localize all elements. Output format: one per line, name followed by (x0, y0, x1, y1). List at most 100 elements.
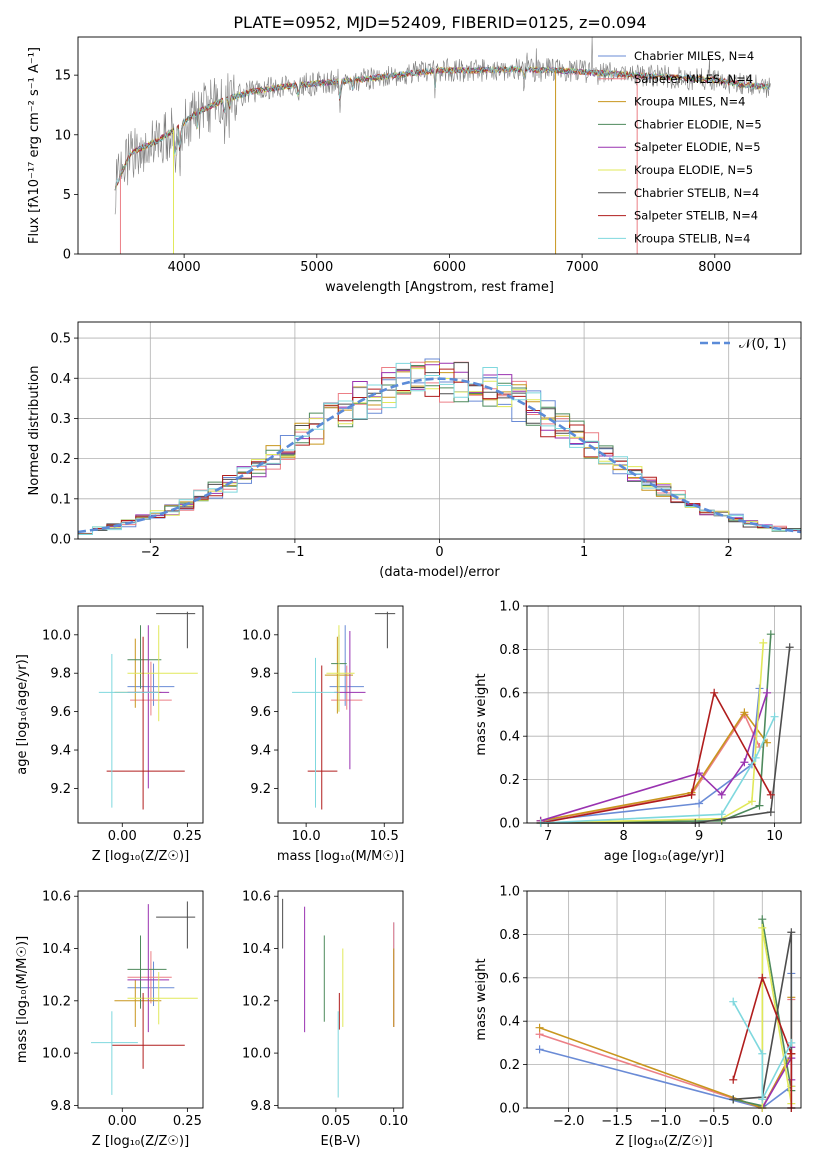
spectrum-ytick-label: 10 (54, 128, 71, 143)
residuals-ytick-label: 0.5 (50, 332, 71, 347)
age-vs-mass-xtick-label: 10.5 (370, 829, 399, 844)
age-vs-mass-ytick-label: 10.0 (242, 628, 271, 643)
weight-vs-Z-axes-frame (526, 890, 802, 1109)
mass-vs-Z-xtick-label: 0.25 (173, 1114, 202, 1129)
mass-vs-ebv-xtick-label: 0.10 (379, 1114, 408, 1129)
mass-vs-Z-axes-frame (77, 890, 204, 1109)
legend-entry-2: Kroupa MILES, N=4 (634, 95, 746, 109)
spectrum-title: PLATE=0952, MJD=52409, FIBERID=0125, z=0… (233, 13, 646, 32)
age-vs-Z-y-axis-label: age [log₁₀(age/yr)] (15, 654, 30, 775)
residuals-legend-label: 𝒩(0, 1) (739, 337, 786, 352)
spectrum-ytick-label: 15 (54, 69, 71, 84)
spectrum-xtick-label: 4000 (168, 260, 201, 275)
residuals-x-axis-label: (data-model)/error (379, 565, 500, 580)
legend-entry-4: Salpeter ELODIE, N=5 (634, 140, 761, 154)
legend-entry-5: Kroupa ELODIE, N=5 (634, 163, 753, 177)
residuals-ytick-label: 0.1 (50, 492, 71, 507)
legend-entry-0: Chabrier MILES, N=4 (634, 49, 754, 63)
spectrum-xtick-label: 6000 (433, 260, 466, 275)
weight-vs-Z-ytick-label: 1.0 (499, 885, 520, 900)
spectrum-xtick-label: 5000 (300, 260, 333, 275)
weight-vs-Z-series-8 (732, 1001, 793, 1100)
weight-vs-Z-marker-3-2 (758, 915, 767, 924)
weight-vs-age-xtick-label: 8 (619, 829, 627, 844)
mass-vs-Z-ytick-label: 10.6 (42, 890, 71, 905)
residuals-ytick-label: 0.3 (50, 412, 71, 427)
weight-vs-Z-marker-7-0 (729, 1075, 738, 1084)
spectrum-ytick-label: 5 (63, 188, 71, 203)
age-vs-mass-ytick-label: 9.6 (250, 705, 271, 720)
residuals-ytick-label: 0.2 (50, 452, 71, 467)
weight-vs-age-marker-2-2 (740, 708, 749, 717)
weight-vs-Z-marker-5-1 (758, 923, 767, 932)
weight-vs-age-marker-0-1 (695, 799, 704, 808)
weight-vs-age-ytick-label: 0.8 (499, 643, 520, 658)
weight-vs-age-marker-3-3 (766, 630, 775, 639)
weight-vs-Z-xtick-label: −2.0 (553, 1114, 585, 1129)
age-vs-Z-xtick-label: 0.00 (108, 829, 137, 844)
mass-vs-Z-y-axis-label: mass [log₁₀(M/M☉)] (15, 936, 30, 1063)
weight-vs-age-marker-7-2 (710, 688, 719, 697)
age-vs-Z-ytick-label: 10.0 (42, 628, 71, 643)
legend-entry-8: Kroupa STELIB, N=4 (634, 231, 751, 245)
age-vs-mass-ytick-label: 9.8 (250, 667, 271, 682)
weight-vs-age-marker-5-3 (759, 638, 768, 647)
model-spectrum-line-6 (114, 65, 770, 191)
weight-vs-Z-marker-7-1 (758, 973, 767, 982)
weight-vs-age-xtick-label: 9 (695, 829, 703, 844)
weight-vs-age-x-axis-label: age [log₁₀(age/yr)] (604, 849, 725, 864)
residuals-xtick-label: 0 (435, 545, 443, 560)
weight-vs-age-ytick-label: 0.0 (499, 817, 520, 832)
residuals-xtick-label: −2 (141, 545, 160, 560)
weight-vs-Z-xtick-label: 0.0 (752, 1114, 773, 1129)
weight-vs-Z-marker-2-0 (535, 1023, 544, 1032)
weight-vs-age-marker-6-3 (785, 643, 794, 652)
weight-vs-Z-ytick-label: 0.2 (499, 1058, 520, 1073)
weight-vs-age-y-axis-label: mass weight (474, 673, 489, 755)
age-vs-Z-xtick-label: 0.25 (173, 829, 202, 844)
weight-vs-age-marker-5-2 (747, 797, 756, 806)
weight-vs-Z-y-axis-label: mass weight (474, 958, 489, 1040)
weight-vs-Z-marker-8-1 (758, 1049, 767, 1058)
weight-vs-Z-xtick-label: −1.0 (650, 1114, 682, 1129)
residuals-xtick-label: 1 (580, 545, 588, 560)
age-vs-Z-x-axis-label: Z [log₁₀(Z/Z☉)] (92, 849, 189, 864)
spectrum-x-axis-label: wavelength [Angstrom, rest frame] (325, 280, 554, 295)
mass-vs-ebv-ytick-label: 10.6 (242, 890, 271, 905)
weight-vs-Z-marker-0-0 (535, 1045, 544, 1054)
weight-vs-Z-xtick-label: −0.5 (698, 1114, 730, 1129)
weight-vs-age-marker-7-1 (687, 790, 696, 799)
weight-vs-age-ytick-label: 0.6 (499, 686, 520, 701)
mass-vs-Z-ytick-label: 10.2 (42, 994, 71, 1009)
weight-vs-age-marker-4-3 (740, 758, 749, 767)
weight-vs-age-series-5 (540, 642, 765, 824)
mass-vs-ebv-xtick-label: 0.05 (321, 1114, 350, 1129)
age-vs-Z-ytick-label: 9.8 (50, 667, 71, 682)
weight-vs-Z-ytick-label: 0.8 (499, 928, 520, 943)
weight-vs-Z-marker-7-2 (787, 1049, 796, 1058)
legend-entry-6: Chabrier STELIB, N=4 (634, 186, 759, 200)
age-vs-Z-axes-frame (77, 605, 204, 824)
age-vs-Z-ytick-label: 9.2 (50, 782, 71, 797)
weight-vs-Z-xtick-label: −1.5 (601, 1114, 633, 1129)
weight-vs-age-marker-8-3 (770, 712, 779, 721)
weight-vs-age-marker-6-2 (766, 808, 775, 817)
age-vs-mass-ytick-label: 9.2 (250, 782, 271, 797)
weight-vs-age-series-2 (540, 710, 768, 822)
mass-vs-Z-ytick-label: 10.4 (42, 942, 71, 957)
weight-vs-age-marker-3-2 (755, 801, 764, 810)
weight-vs-age-marker-4-2 (717, 790, 726, 799)
weight-vs-age-series-8 (540, 716, 776, 824)
mass-vs-ebv-x-axis-label: E(B-V) (320, 1134, 360, 1149)
residuals-ytick-label: 0.0 (50, 533, 71, 548)
mass-vs-ebv-ytick-label: 10.4 (242, 942, 271, 957)
weight-vs-Z-marker-8-3 (787, 1038, 796, 1047)
weight-vs-Z-marker-8-2 (758, 1095, 767, 1104)
weight-vs-Z-x-axis-label: Z [log₁₀(Z/Z☉)] (615, 1134, 712, 1149)
weight-vs-age-ytick-label: 1.0 (499, 600, 520, 615)
mass-vs-ebv-axes-frame (277, 890, 404, 1109)
legend-entry-1: Salpeter MILES, N=4 (634, 72, 753, 86)
weight-vs-age-marker-8-2 (751, 753, 760, 762)
observed-spectrum-line (114, 36, 771, 215)
